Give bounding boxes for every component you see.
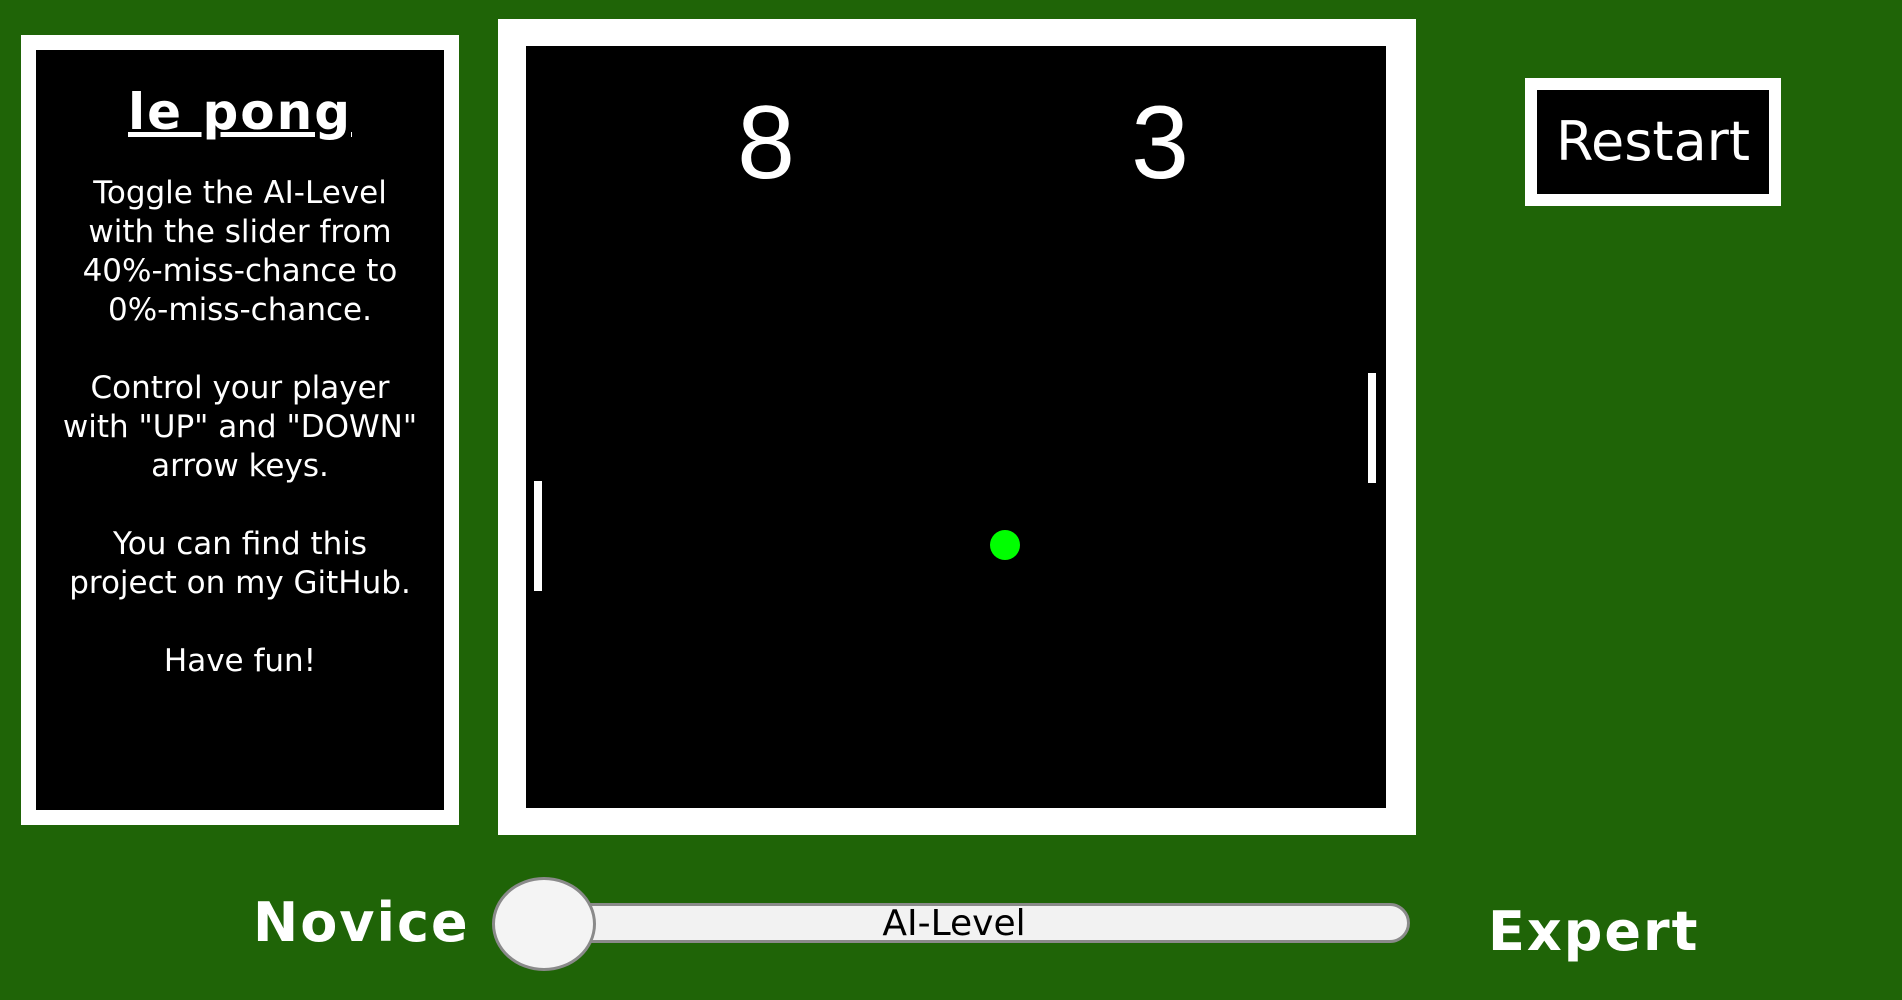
- ball: [990, 530, 1020, 560]
- ai-level-slider-track[interactable]: AI-Level: [498, 903, 1410, 943]
- info-paragraph-ai-level: Toggle the AI-Level with the slider from…: [82, 175, 398, 328]
- info-paragraph-github: You can find this project on my GitHub.: [69, 526, 411, 601]
- slider-max-label: Expert: [1488, 900, 1700, 963]
- restart-button[interactable]: Restart: [1525, 78, 1781, 206]
- game-field[interactable]: 8 3: [526, 46, 1386, 808]
- ai-level-slider-label: AI-Level: [882, 903, 1026, 944]
- player-paddle: [534, 481, 542, 591]
- score-left: 8: [737, 85, 795, 201]
- score-right: 3: [1131, 85, 1189, 201]
- slider-min-label: Novice: [253, 891, 470, 954]
- ai-paddle: [1368, 373, 1376, 483]
- info-paragraph-have-fun: Have fun!: [163, 643, 317, 679]
- info-paragraph-controls: Control your player with "UP" and "DOWN"…: [62, 370, 418, 484]
- ai-level-slider-thumb[interactable]: [492, 877, 596, 971]
- game-board: 8 3: [498, 19, 1416, 835]
- info-panel: le pong Toggle the AI-Level with the sli…: [21, 35, 459, 825]
- info-title: le pong: [128, 83, 352, 141]
